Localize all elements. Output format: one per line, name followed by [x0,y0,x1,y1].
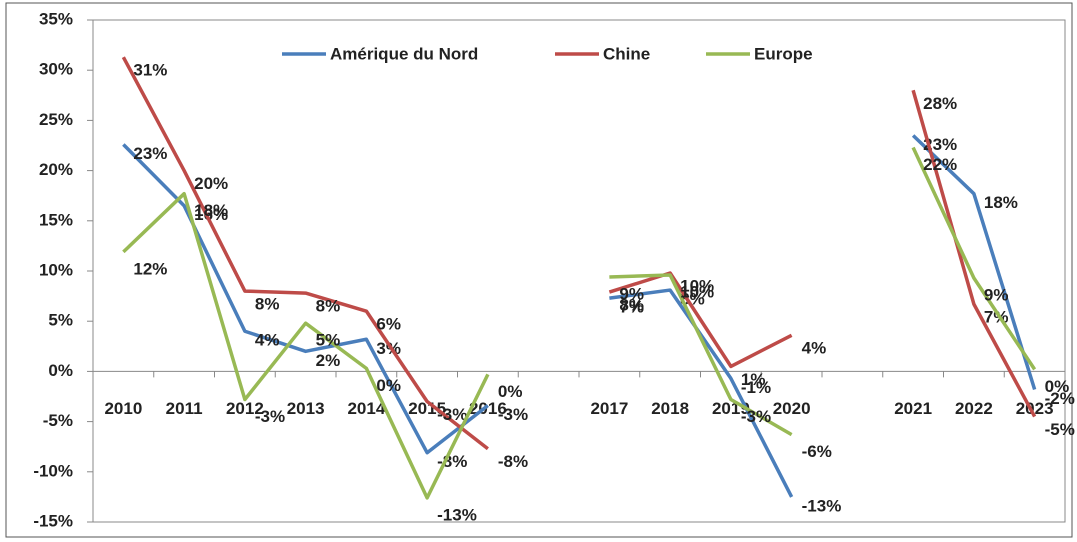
data-label: 8% [316,297,341,316]
x-tick-label: 2013 [287,399,325,418]
y-tick-label: 30% [39,60,73,79]
y-tick-label: -15% [33,511,73,530]
data-label: 10% [680,283,714,302]
data-label: -3% [437,405,467,424]
data-label: 10% [680,276,714,295]
x-tick-label: 2023 [1016,399,1054,418]
data-label: -13% [437,505,477,524]
data-label: 12% [133,259,167,278]
data-label: 2% [316,351,341,370]
data-label: -8% [437,452,467,471]
data-label: 1% [741,370,766,389]
data-label: 31% [133,61,167,80]
data-label: -13% [802,496,842,515]
y-tick-label: 0% [48,361,73,380]
data-label: 9% [984,286,1009,305]
x-tick-label: 2011 [166,399,203,418]
legend-label: Chine [603,44,650,63]
x-tick-label: 2014 [347,399,385,418]
series-line [121,56,1037,451]
x-tick-label: 2018 [651,399,689,418]
data-label: 20% [194,174,228,193]
y-tick-label: -5% [43,411,73,430]
x-tick-label: 2021 [894,399,932,418]
data-label: -5% [1045,420,1075,439]
data-label: -2% [1045,389,1075,408]
data-label: -3% [498,405,528,424]
legend-label: Europe [754,44,813,63]
legend-label: Amérique du Nord [330,44,478,63]
data-label: 8% [680,290,705,309]
data-label: 0% [1045,377,1070,396]
y-tick-label: 25% [39,110,73,129]
y-tick-label: -10% [33,461,73,480]
y-tick-label: 5% [48,311,73,330]
data-label: -6% [802,442,832,461]
x-tick-label: 2015 [408,399,446,418]
chart-frame [5,2,1073,538]
y-tick-label: 10% [39,260,73,279]
x-tick-label: 2020 [773,399,811,418]
x-tick-label: 2022 [955,399,993,418]
x-tick-label: 2017 [590,399,628,418]
data-label: 5% [316,331,341,350]
data-label: 23% [133,144,167,163]
series-line [122,146,1037,500]
x-tick-label: 2010 [104,399,142,418]
data-label: 28% [923,94,957,113]
data-label: -8% [498,452,528,471]
data-label: 22% [923,155,957,174]
y-tick-label: 35% [39,9,73,28]
data-label: -1% [741,378,771,397]
data-label: -3% [255,407,285,426]
data-label: 4% [802,339,827,358]
data-label: 0% [376,376,401,395]
data-label: 8% [619,296,644,315]
data-label: -3% [741,407,771,426]
data-label: 0% [498,382,523,401]
data-label: 18% [984,193,1018,212]
data-label: 9% [619,285,644,304]
data-label: 7% [619,298,644,317]
x-tick-label: 2012 [226,399,264,418]
y-tick-label: 20% [39,160,73,179]
data-label: 18% [194,201,228,220]
data-label: 4% [255,331,280,350]
data-label: 6% [376,315,401,334]
y-tick-label: 15% [39,210,73,229]
data-label: 8% [255,295,280,314]
